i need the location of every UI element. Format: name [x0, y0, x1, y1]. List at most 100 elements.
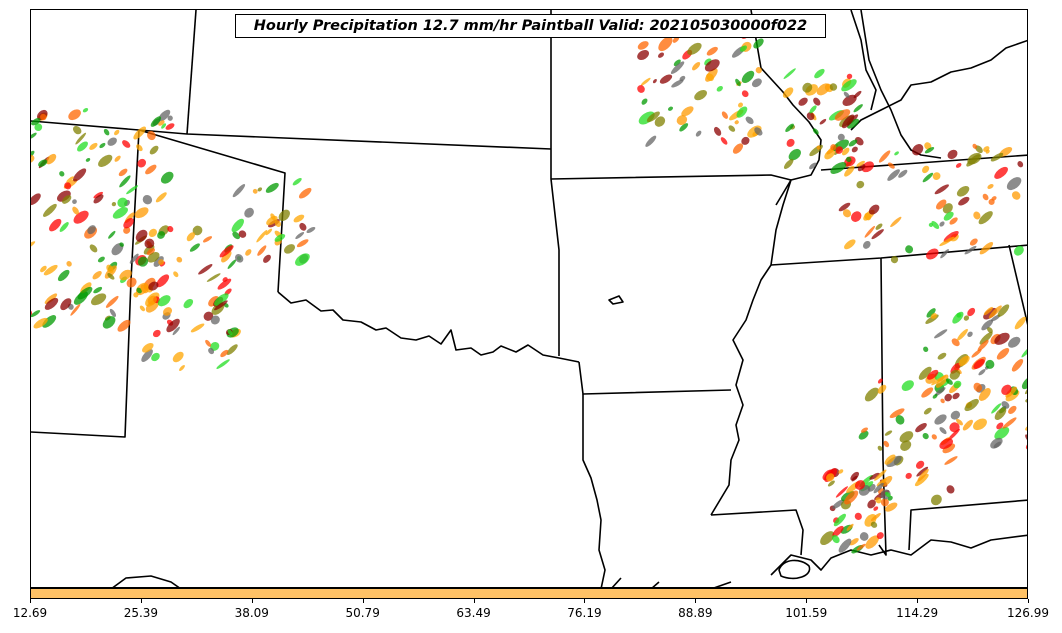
precip-blob [963, 315, 970, 321]
boundary-colorado-south [31, 120, 552, 150]
precip-blob [44, 293, 58, 304]
precip-blob [173, 271, 179, 278]
precip-blob [849, 538, 859, 546]
precip-blob [994, 166, 1008, 179]
precip-blob [864, 225, 875, 238]
map-panel: Hourly Precipitation 12.7 mm/hr Paintbal… [30, 9, 1028, 588]
precip-blob [77, 286, 93, 300]
precip-blob [841, 147, 850, 156]
precip-blob [119, 242, 124, 247]
lake-texoma [608, 295, 624, 305]
precip-blob [994, 332, 1010, 345]
precip-blob [947, 149, 958, 160]
precip-blob [244, 207, 254, 218]
precip-blob [172, 351, 184, 363]
precip-blob [901, 380, 914, 391]
texas-coast-bit [112, 575, 180, 587]
precip-blob [914, 473, 929, 487]
precip-blob [232, 231, 241, 240]
precip-blob [107, 272, 115, 280]
precip-blob [916, 466, 929, 477]
precip-blob [942, 443, 956, 454]
precip-blob [87, 225, 96, 235]
precip-blob [64, 182, 72, 190]
precip-blob [875, 497, 882, 504]
precip-blob [75, 132, 87, 145]
precip-blob [671, 79, 684, 88]
precip-blob [802, 82, 813, 93]
precip-blob [31, 150, 35, 159]
precip-blob [955, 162, 962, 168]
precip-blob [704, 59, 720, 72]
precip-blob [108, 230, 116, 239]
precip-blob [846, 156, 852, 163]
precip-blob [687, 42, 702, 55]
precip-blob [816, 83, 831, 96]
precip-blob [136, 287, 142, 294]
precip-blob [856, 180, 865, 189]
precip-blob [107, 137, 117, 146]
precip-blob [934, 387, 946, 396]
precip-blob [657, 52, 665, 58]
precip-blob [166, 318, 180, 333]
precip-blob [112, 207, 128, 219]
precip-blob [73, 168, 87, 182]
precip-blob [819, 118, 827, 125]
precip-blob [40, 265, 47, 273]
precip-blob [189, 243, 200, 252]
precip-blob [958, 355, 970, 367]
precip-blob [231, 218, 244, 233]
precip-blob [210, 315, 220, 325]
precip-blob [884, 430, 893, 436]
precip-blob [93, 194, 104, 204]
precip-blob [838, 538, 852, 553]
precip-blob [939, 438, 954, 450]
precip-blob [978, 211, 993, 225]
precip-blob [814, 68, 825, 79]
precip-blob [245, 249, 252, 256]
precip-blob [735, 78, 741, 87]
precip-blob [118, 168, 128, 177]
precip-blob [165, 123, 175, 130]
precip-blob [931, 494, 942, 506]
precip-blob [967, 307, 976, 317]
precip-blob [226, 344, 238, 355]
precip-blob [126, 277, 137, 288]
precip-blob [49, 218, 62, 232]
precip-blob [842, 94, 857, 107]
precip-blob [931, 375, 947, 386]
precip-blob [142, 342, 154, 353]
precip-blob [991, 196, 997, 201]
precip-blob [176, 256, 183, 263]
precip-blob [221, 250, 232, 263]
precip-blob [934, 414, 947, 425]
precip-blob [990, 152, 1004, 162]
precip-blob [150, 116, 162, 127]
precip-blob [838, 469, 844, 474]
precip-blob [157, 295, 171, 307]
precip-blob [918, 366, 932, 380]
precip-blob [57, 269, 70, 282]
precip-blob [905, 245, 914, 254]
precip-blob [978, 388, 991, 401]
precip-blob [72, 206, 79, 215]
precip-blob [830, 162, 847, 174]
precip-blob [732, 143, 744, 154]
precip-blob [827, 480, 835, 487]
precip-blob [77, 141, 88, 152]
precip-blob [782, 87, 794, 98]
precip-blob [1025, 398, 1027, 403]
precip-blob [741, 70, 755, 84]
precip-blob [637, 41, 649, 50]
precip-blob [82, 108, 89, 113]
precip-blob [889, 408, 905, 419]
precip-blob [99, 142, 106, 149]
precip-blob [813, 97, 821, 106]
precip-blob [263, 254, 271, 263]
precip-blob [1008, 336, 1021, 348]
precip-blob [721, 111, 728, 119]
precip-blob [952, 311, 964, 324]
precip-blob [809, 162, 817, 170]
precip-blob [975, 145, 983, 154]
precip-blob [202, 236, 213, 243]
